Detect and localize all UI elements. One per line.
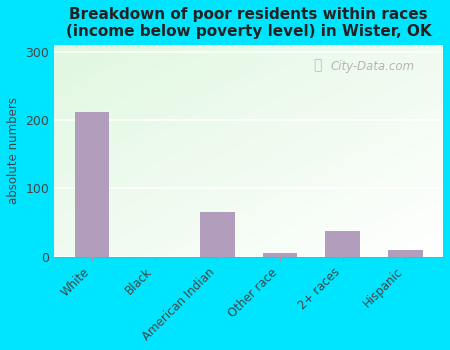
Text: City-Data.com: City-Data.com (330, 60, 414, 72)
Bar (325, 231, 360, 257)
Bar (75, 112, 109, 257)
Bar (388, 250, 423, 257)
Text: ⓘ: ⓘ (313, 58, 321, 72)
Bar (200, 212, 234, 257)
Y-axis label: absolute numbers: absolute numbers (7, 97, 20, 204)
Bar (263, 253, 297, 257)
Title: Breakdown of poor residents within races
(income below poverty level) in Wister,: Breakdown of poor residents within races… (66, 7, 432, 39)
